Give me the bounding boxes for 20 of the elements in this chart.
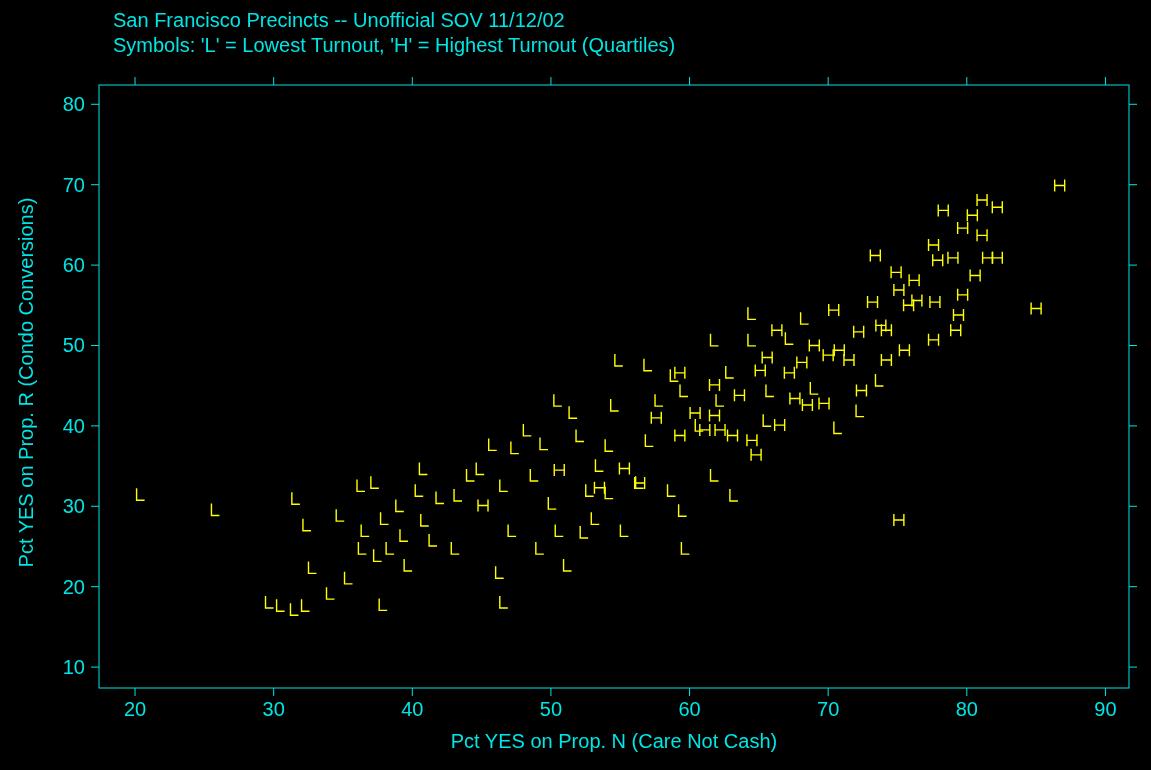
y-tick-label: 60 — [62, 254, 85, 277]
y-tick-label: 10 — [62, 656, 85, 679]
x-tick-label: 40 — [401, 698, 424, 720]
y-tick-label: 20 — [62, 575, 85, 598]
x-tick-label: 30 — [262, 698, 285, 720]
x-tick-label: 60 — [678, 698, 701, 720]
y-tick-label: 50 — [62, 334, 85, 357]
x-tick-label: 80 — [955, 698, 978, 720]
chart-subtitle: Symbols: 'L' = Lowest Turnout, 'H' = Highest Turnout (Quartiles) — [113, 34, 676, 56]
y-tick-label: 70 — [62, 173, 85, 196]
x-tick-label: 20 — [123, 698, 147, 720]
y-tick-label: 80 — [62, 93, 85, 116]
x-axis-title: Pct YES on Prop. N (Care Not Cash) — [450, 730, 778, 752]
chart-title: San Francisco Precincts -- Unofficial SOV 11/12/02 — [113, 9, 565, 31]
y-axis-title: Pct YES on Prop. R (Condo Conversions) — [15, 197, 37, 568]
y-tick-label: 40 — [62, 414, 85, 437]
y-tick-label: 30 — [62, 495, 85, 518]
x-tick-label: 50 — [539, 698, 563, 720]
x-tick-label: 70 — [817, 698, 840, 720]
x-tick-label: 90 — [1094, 698, 1117, 720]
